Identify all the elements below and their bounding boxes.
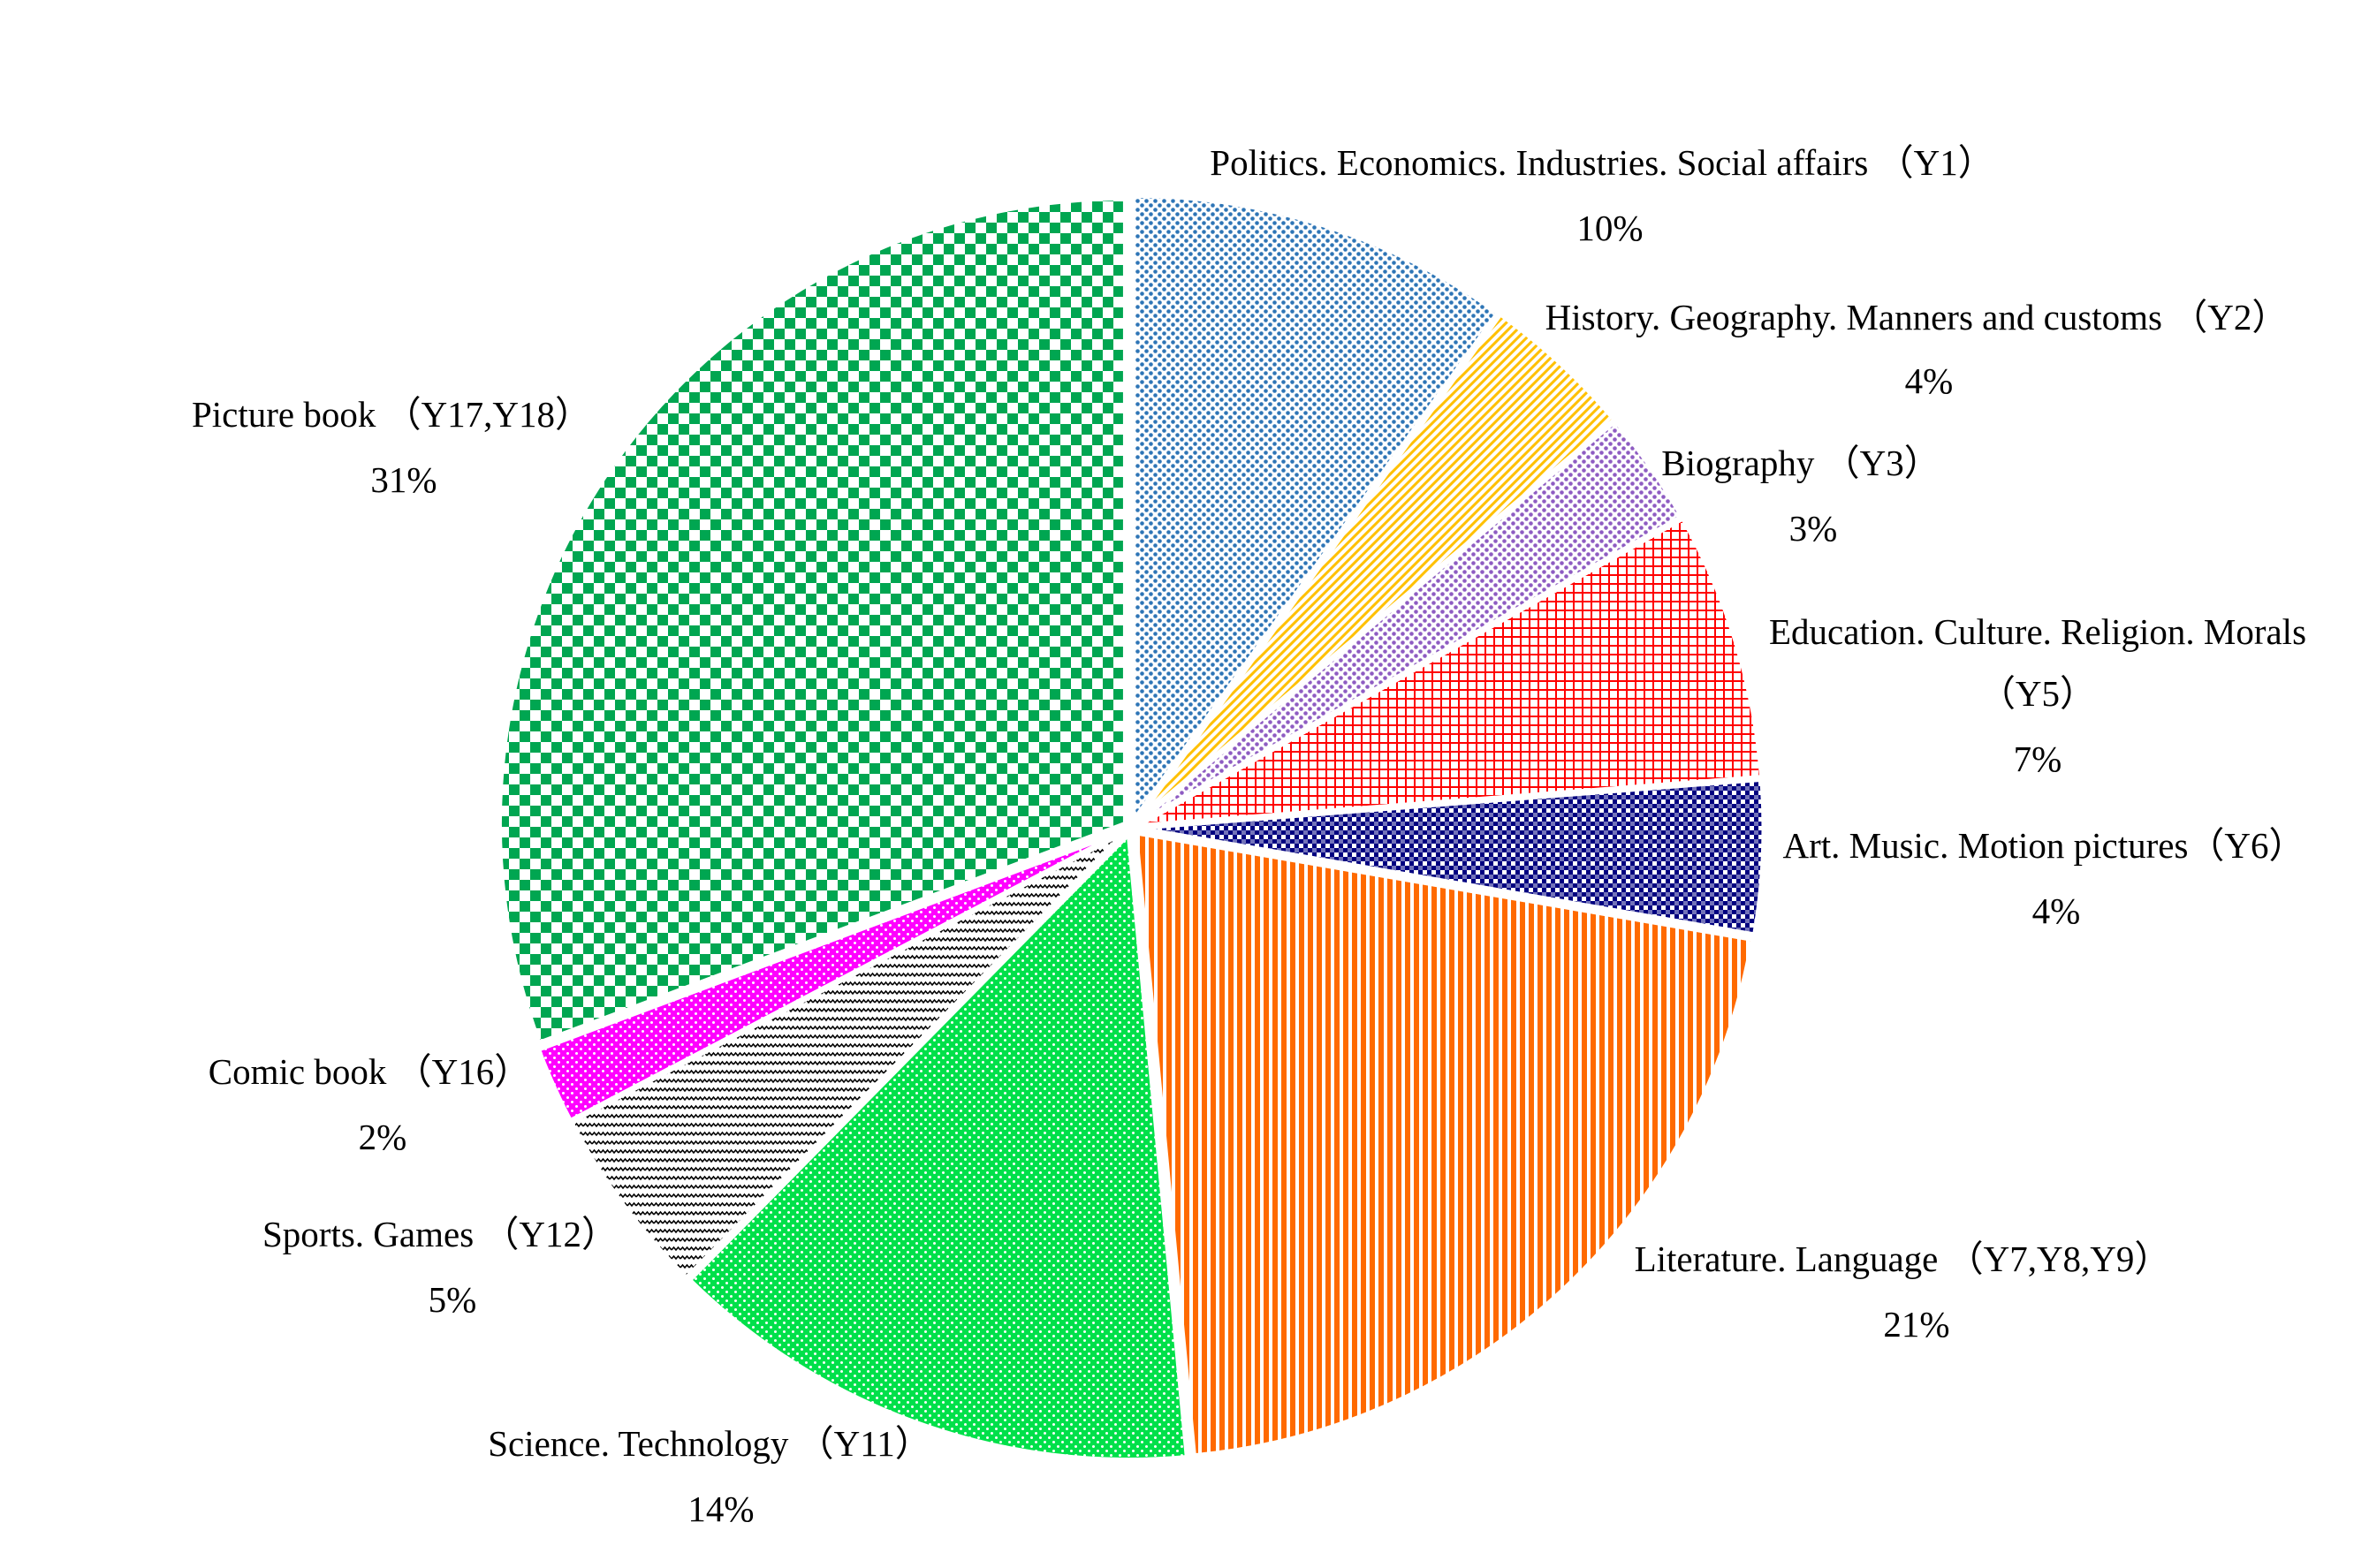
value-label: 10% bbox=[1576, 208, 1644, 248]
value-label: 21% bbox=[1883, 1304, 1950, 1345]
slice-label: Sports. Games （Y12） bbox=[262, 1214, 619, 1254]
value-label: 31% bbox=[370, 459, 437, 500]
value-label: 14% bbox=[687, 1488, 755, 1529]
slice-label: Biography （Y3） bbox=[1661, 443, 1940, 483]
value-label: 3% bbox=[1788, 508, 1838, 549]
pie-slice bbox=[1133, 829, 1755, 1458]
pie-slice bbox=[687, 829, 1190, 1463]
pie-slice bbox=[1130, 193, 1501, 829]
pie-slice bbox=[497, 195, 1128, 1046]
pie-slice bbox=[1136, 515, 1765, 829]
slice-label: Politics. Economics. Industries. Social … bbox=[1210, 142, 1994, 183]
value-label: 5% bbox=[428, 1279, 477, 1320]
value-label: 7% bbox=[2013, 739, 2062, 779]
value-label: 2% bbox=[358, 1117, 407, 1157]
slice-label: History. Geography. Manners and customs … bbox=[1545, 297, 2289, 337]
slice-label: Picture book （Y17,Y18） bbox=[191, 394, 592, 435]
slice-label: Literature. Language （Y7,Y8,Y9） bbox=[1634, 1238, 2171, 1279]
slice-label: Education. Culture. Religion. Morals （Y5… bbox=[1768, 611, 2307, 714]
slice-label: Comic book （Y16） bbox=[208, 1051, 531, 1092]
value-label: 4% bbox=[1904, 360, 1954, 401]
pie-slice bbox=[1135, 417, 1685, 826]
slice-label: Art. Music. Motion pictures（Y6） bbox=[1782, 825, 2305, 866]
pie-slice bbox=[535, 828, 1126, 1124]
pie-slice bbox=[567, 829, 1128, 1281]
value-label: 4% bbox=[2031, 890, 2081, 931]
pie-slice bbox=[1137, 776, 1766, 937]
slice-label: Science. Technology （Y11） bbox=[488, 1423, 931, 1464]
